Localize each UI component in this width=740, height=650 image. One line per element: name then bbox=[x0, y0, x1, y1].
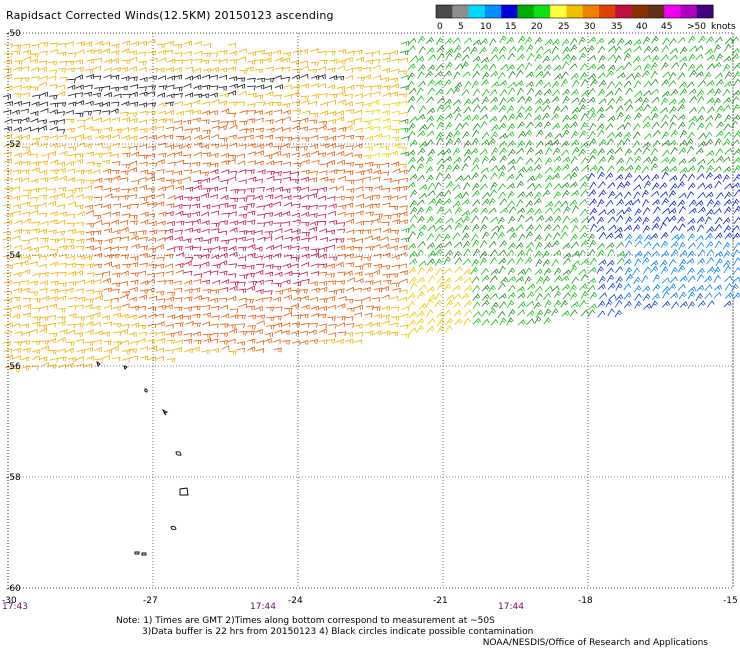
chart-title: Rapidsact Corrected Winds(12.5KM) 201501… bbox=[6, 9, 334, 22]
legend-swatch bbox=[566, 5, 584, 18]
legend-swatch bbox=[550, 5, 567, 18]
legend-swatch bbox=[680, 5, 698, 18]
legend-label: 15 bbox=[505, 22, 516, 32]
legend-swatch bbox=[484, 5, 502, 18]
island-outline bbox=[175, 451, 182, 456]
legend-swatch bbox=[615, 5, 632, 18]
wind-barb-layer bbox=[84, 108, 409, 354]
lat-tick-label: -58 bbox=[6, 473, 21, 483]
wind-barb-layer bbox=[596, 259, 732, 318]
lat-tick-label: -50 bbox=[6, 29, 21, 39]
legend-swatch bbox=[517, 5, 535, 18]
legend-swatch bbox=[468, 5, 486, 18]
lon-tick-label: -21 bbox=[433, 596, 448, 606]
wind-barb-layer bbox=[587, 171, 740, 240]
island-outline bbox=[134, 551, 140, 555]
legend-label: 0 bbox=[437, 22, 443, 32]
legend-label: 30 bbox=[584, 22, 596, 32]
map-frame bbox=[7, 32, 734, 589]
wind-barb-layer bbox=[400, 35, 740, 326]
wind-barb-layer bbox=[2, 39, 409, 373]
lon-tick-label: -27 bbox=[143, 596, 158, 606]
legend-label: 45 bbox=[661, 22, 672, 32]
island-outline bbox=[179, 487, 189, 496]
wind-barb-layer bbox=[363, 99, 408, 160]
note-line-1: Note: 1) Times are GMT 2)Times along bot… bbox=[116, 616, 495, 626]
wind-speed-legend: 0 5 10 15 20 25 30 35 40 45 >50 knots bbox=[435, 4, 736, 32]
map-grid bbox=[7, 32, 734, 589]
island-outline bbox=[144, 388, 148, 393]
legend-label: 40 bbox=[636, 22, 648, 32]
legend-label: 10 bbox=[480, 22, 492, 32]
island-outline bbox=[161, 408, 169, 416]
pass-time-label: 17:44 bbox=[250, 602, 276, 610]
legend-swatch bbox=[599, 5, 616, 18]
wind-barb-layer bbox=[400, 266, 473, 339]
lon-tick-label: -18 bbox=[578, 596, 593, 606]
legend-swatch bbox=[501, 5, 518, 18]
lat-tick-label: -52 bbox=[6, 140, 21, 150]
wind-barb-layer bbox=[400, 35, 740, 327]
wind-barb-layer bbox=[2, 73, 345, 134]
legend-swatch bbox=[664, 5, 681, 18]
note-line-2: 3)Data buffer is 22 hrs from 20150123 4)… bbox=[142, 627, 534, 637]
lat-tick-label: -54 bbox=[6, 251, 21, 261]
lon-tick-label: -24 bbox=[288, 596, 303, 606]
footnotes: Note: 1) Times are GMT 2)Times along bot… bbox=[116, 616, 533, 638]
legend-swatch bbox=[582, 5, 600, 18]
island-outline bbox=[123, 365, 128, 370]
legend-swatch bbox=[533, 5, 551, 18]
lat-tick-label: -56 bbox=[6, 362, 21, 372]
legend-swatch bbox=[452, 5, 469, 18]
credit-text: NOAA/NESDIS/Office of Research and Appli… bbox=[482, 638, 708, 648]
legend-label: 35 bbox=[611, 22, 622, 32]
wind-barb-layer bbox=[164, 168, 346, 295]
wind-map: -30 -27 -24 -21 -18 -15 -50 -52 -54 -56 -58 -60 17:4… bbox=[2, 29, 740, 610]
legend-swatch bbox=[436, 5, 453, 18]
pass-time-label: 17:43 bbox=[2, 602, 28, 610]
wind-barb-layer bbox=[623, 232, 740, 300]
island-outline bbox=[170, 525, 177, 531]
island-outlines bbox=[96, 360, 189, 556]
pass-time-label: 17:44 bbox=[498, 602, 524, 610]
legend-label: 5 bbox=[458, 22, 464, 32]
lon-tick-label: -15 bbox=[723, 596, 738, 606]
legend-label: 20 bbox=[531, 22, 543, 32]
legend-swatch bbox=[647, 5, 665, 18]
legend-swatch bbox=[696, 5, 714, 18]
lat-tick-label: -60 bbox=[6, 584, 21, 594]
legend-swatch bbox=[631, 5, 649, 18]
island-outline bbox=[96, 360, 101, 367]
wind-barbs bbox=[2, 35, 740, 373]
lon-tick-label: -30 bbox=[2, 596, 17, 606]
axis-labels: -30 -27 -24 -21 -18 -15 -50 -52 -54 -56 -58 -60 17:4… bbox=[2, 29, 738, 610]
legend-unit: knots bbox=[711, 22, 736, 32]
legend-label: 25 bbox=[558, 22, 569, 32]
island-outline bbox=[141, 552, 147, 556]
legend-label: >50 bbox=[687, 22, 706, 32]
